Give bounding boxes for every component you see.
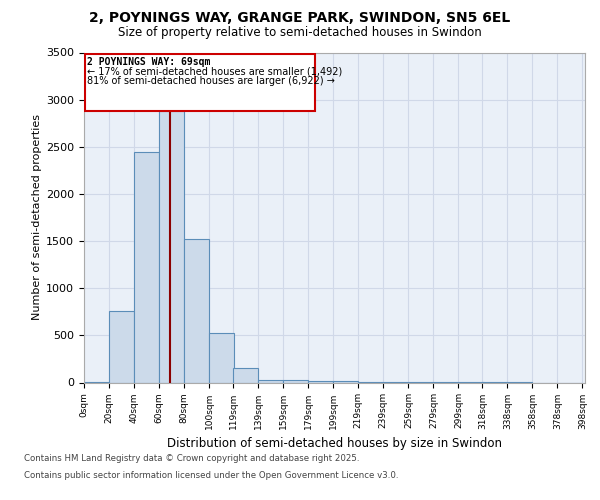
Text: Contains public sector information licensed under the Open Government Licence v3: Contains public sector information licen… (24, 471, 398, 480)
Text: Contains HM Land Registry data © Crown copyright and database right 2025.: Contains HM Land Registry data © Crown c… (24, 454, 359, 463)
Text: 81% of semi-detached houses are larger (6,922) →: 81% of semi-detached houses are larger (… (87, 76, 335, 86)
Text: 2, POYNINGS WAY, GRANGE PARK, SWINDON, SN5 6EL: 2, POYNINGS WAY, GRANGE PARK, SWINDON, S… (89, 11, 511, 25)
Bar (85, 54, 315, 112)
Text: Size of property relative to semi-detached houses in Swindon: Size of property relative to semi-detach… (118, 26, 482, 39)
Text: 2 POYNINGS WAY: 69sqm: 2 POYNINGS WAY: 69sqm (87, 56, 211, 66)
Text: ← 17% of semi-detached houses are smaller (1,492): ← 17% of semi-detached houses are smalle… (87, 66, 343, 76)
Bar (333, 381, 358, 382)
Y-axis label: Number of semi-detached properties: Number of semi-detached properties (32, 114, 42, 320)
Bar (134, 152, 159, 382)
Bar (258, 380, 283, 382)
Bar (209, 332, 235, 382)
Bar (308, 380, 333, 382)
X-axis label: Distribution of semi-detached houses by size in Swindon: Distribution of semi-detached houses by … (167, 437, 502, 450)
Bar (109, 311, 134, 382)
Bar (159, 111, 184, 382)
Bar (233, 368, 258, 382)
Bar (184, 239, 209, 382)
Bar (283, 380, 308, 382)
